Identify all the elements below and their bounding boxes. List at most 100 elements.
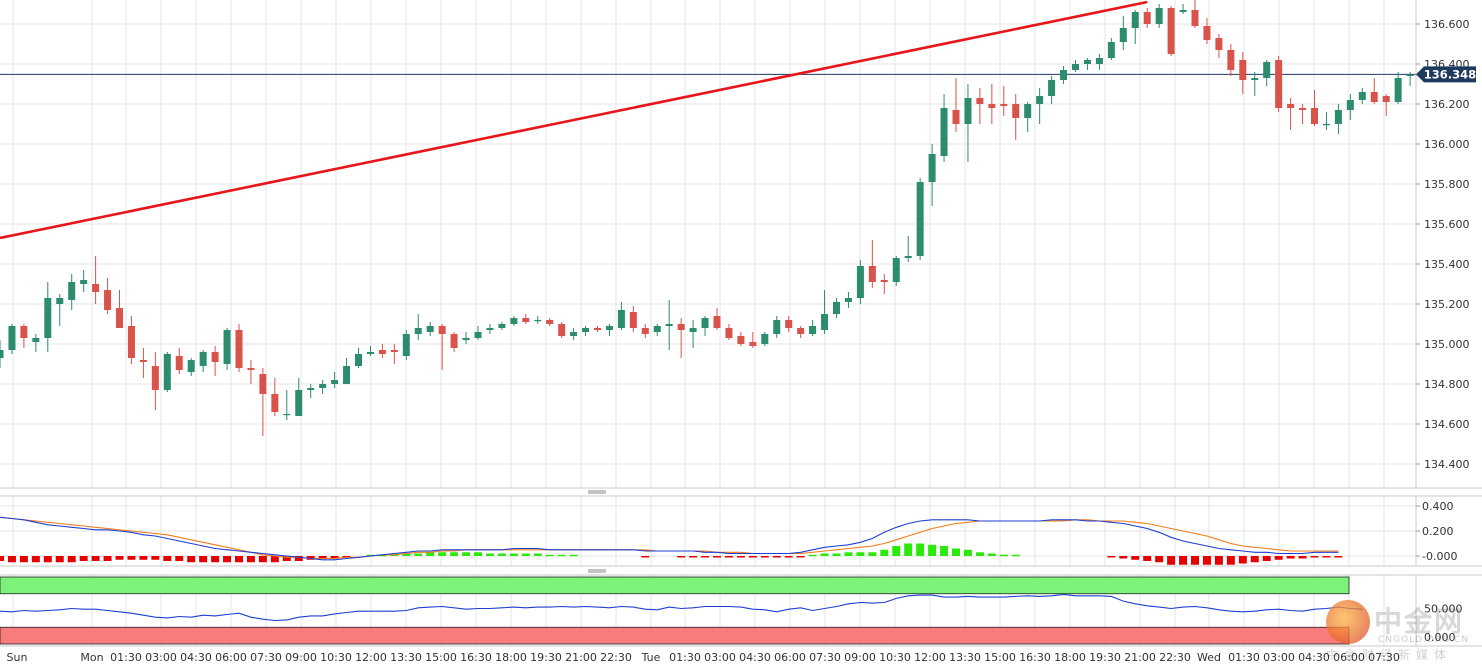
candle bbox=[594, 326, 601, 332]
macd-histogram-bar bbox=[474, 552, 482, 556]
candle bbox=[1036, 88, 1044, 124]
candle bbox=[378, 344, 386, 358]
candle bbox=[68, 274, 76, 310]
candle-body bbox=[307, 388, 315, 390]
candle-body bbox=[1060, 70, 1068, 80]
candle-body bbox=[1406, 74, 1414, 76]
macd-pane bbox=[0, 516, 1343, 565]
candle-body bbox=[1370, 92, 1378, 102]
candle-body bbox=[355, 354, 362, 366]
candle bbox=[56, 294, 64, 326]
candle bbox=[1299, 104, 1307, 124]
candle bbox=[271, 378, 279, 416]
macd-histogram-bar bbox=[414, 553, 423, 556]
candle bbox=[223, 328, 231, 370]
candle-body bbox=[1382, 96, 1390, 102]
candle-body bbox=[976, 98, 984, 104]
candle-body bbox=[116, 308, 123, 328]
candle bbox=[199, 350, 207, 372]
candle-body bbox=[558, 324, 566, 336]
candle-body bbox=[211, 352, 219, 362]
rsi-y-tick-label: 50.000 bbox=[1424, 603, 1463, 616]
candle-body bbox=[319, 384, 327, 388]
candle-body bbox=[486, 328, 494, 330]
candle-body bbox=[1322, 124, 1330, 126]
candle bbox=[414, 314, 422, 340]
x-tick-label: 06:00 bbox=[215, 651, 247, 664]
macd-histogram-bar bbox=[760, 556, 769, 558]
macd-histogram-bar bbox=[533, 553, 542, 556]
macd-histogram-bar bbox=[1011, 554, 1020, 557]
candle bbox=[1263, 60, 1271, 86]
candle bbox=[833, 298, 840, 318]
candle bbox=[821, 290, 829, 334]
macd-histogram-bar bbox=[677, 556, 686, 558]
last-price-marker: 136.348 bbox=[1416, 66, 1476, 83]
candle bbox=[546, 318, 554, 326]
macd-histogram-bar bbox=[79, 556, 88, 561]
y-axis-ticks: 136.600136.400136.200136.000135.800135.6… bbox=[1416, 18, 1470, 644]
candle-body bbox=[1143, 12, 1151, 24]
macd-histogram-bar bbox=[270, 556, 279, 563]
x-tick-label: 13:30 bbox=[949, 651, 981, 664]
candle-body bbox=[175, 356, 183, 370]
x-tick-label: Tue bbox=[641, 651, 661, 664]
macd-histogram-bar bbox=[569, 554, 578, 557]
candle bbox=[1024, 102, 1032, 132]
candle-body bbox=[1024, 104, 1032, 118]
candle-body bbox=[594, 328, 601, 330]
candle bbox=[116, 290, 123, 328]
candle bbox=[211, 346, 219, 376]
candle bbox=[331, 372, 339, 388]
candle bbox=[355, 348, 362, 368]
oversold-band bbox=[0, 626, 1350, 645]
candle-body bbox=[1012, 104, 1020, 118]
y-tick-label: 135.800 bbox=[1424, 178, 1470, 191]
candle-body bbox=[283, 414, 291, 416]
candle-body bbox=[271, 394, 279, 412]
x-tick-label: 09:00 bbox=[844, 651, 876, 664]
candle bbox=[32, 334, 40, 352]
macd-histogram-bar bbox=[1286, 556, 1295, 559]
candle bbox=[1239, 52, 1247, 94]
candle bbox=[629, 306, 637, 332]
candle-body bbox=[438, 326, 446, 334]
macd-histogram-bar bbox=[246, 556, 255, 563]
candle bbox=[1095, 54, 1103, 70]
candle bbox=[534, 316, 542, 324]
macd-histogram-bar bbox=[844, 552, 853, 556]
candle bbox=[558, 322, 566, 338]
x-tick-label: 03:00 bbox=[1263, 651, 1295, 664]
candle-body bbox=[713, 316, 721, 328]
candle-body bbox=[474, 332, 482, 338]
rsi-pane bbox=[0, 593, 1363, 622]
candle bbox=[187, 358, 195, 376]
macd-histogram-bar bbox=[127, 556, 136, 560]
macd-histogram-bar bbox=[19, 556, 28, 563]
x-tick-label: 01:30 bbox=[110, 651, 142, 664]
candle-body bbox=[151, 366, 159, 390]
candle bbox=[797, 326, 805, 338]
candle bbox=[1060, 66, 1068, 84]
candle-body bbox=[426, 326, 434, 332]
candle bbox=[1083, 58, 1091, 70]
candle bbox=[1382, 94, 1390, 116]
candle-body bbox=[1036, 96, 1044, 104]
candle bbox=[737, 332, 745, 346]
x-tick-label: 21:00 bbox=[1124, 651, 1156, 664]
candle-body bbox=[295, 390, 303, 416]
candle-body bbox=[1299, 108, 1307, 110]
macd-histogram-bar bbox=[55, 556, 64, 563]
candle-body bbox=[928, 154, 936, 182]
candle bbox=[151, 352, 159, 410]
candle-body bbox=[259, 374, 267, 394]
candle-body bbox=[1155, 8, 1163, 24]
candle-body bbox=[665, 324, 673, 326]
candle bbox=[749, 332, 757, 348]
candle-body bbox=[247, 368, 255, 370]
macd-histogram-bar bbox=[904, 543, 913, 556]
macd-histogram-bar bbox=[1202, 556, 1211, 565]
candle-body bbox=[1167, 8, 1175, 54]
candle bbox=[1406, 72, 1414, 86]
